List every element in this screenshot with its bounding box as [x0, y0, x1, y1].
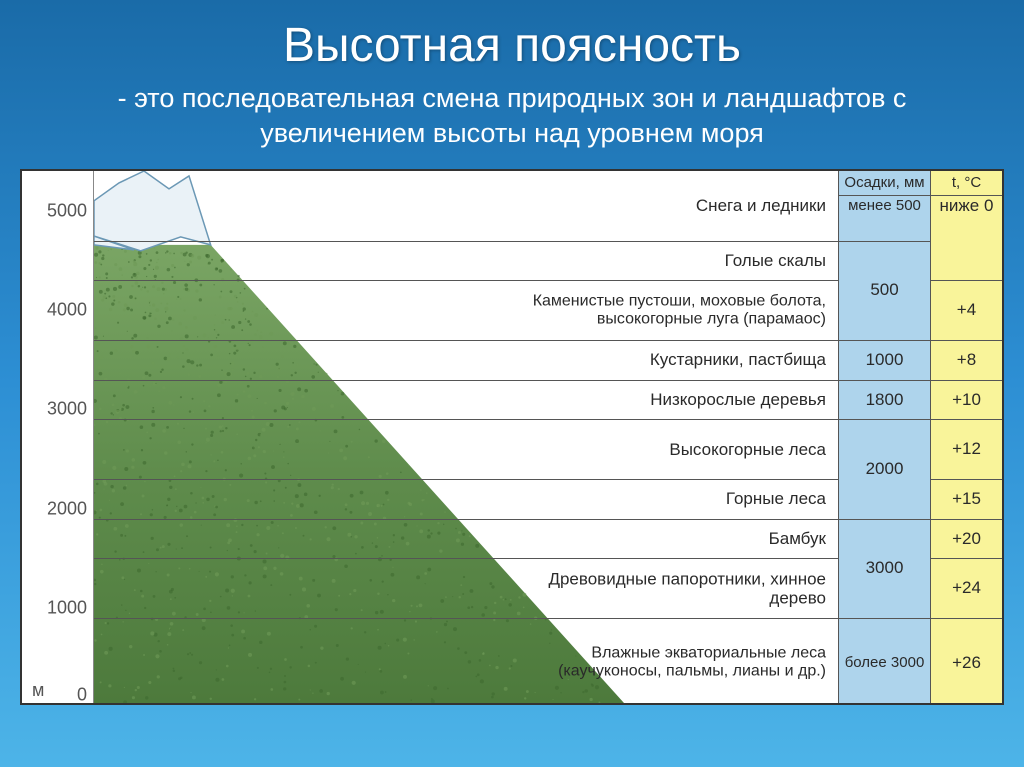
y-tick: 5000	[47, 200, 87, 221]
y-axis-unit: м	[32, 680, 44, 701]
data-cell: +4	[931, 280, 1002, 340]
data-cell: 3000	[839, 519, 930, 618]
data-cell: 500	[839, 241, 930, 340]
y-axis: м 0 1000 2000 3000 4000 5000	[22, 171, 94, 703]
page-subtitle: - это последовательная смена природных з…	[0, 81, 1024, 169]
data-cell: 1800	[839, 380, 930, 420]
y-tick: 4000	[47, 300, 87, 321]
y-tick: 0	[77, 685, 87, 706]
data-cell: +12	[931, 419, 1002, 479]
zone-label: Горные леса	[726, 489, 826, 509]
zone-row: Снега и ледники	[94, 171, 838, 240]
page-title: Высотная поясность	[0, 0, 1024, 81]
zonation-chart: м 010002000300040005000 Снега и ледникиГ…	[20, 169, 1004, 705]
data-cell: менее 500	[839, 171, 930, 240]
precip-cells: менее 5005001000180020003000более 3000	[839, 196, 930, 703]
data-cell: более 3000	[839, 618, 930, 707]
precipitation-column: Осадки, мм менее 5005001000180020003000б…	[838, 171, 930, 703]
zone-label: Влажные экваториальные леса (каучуконосы…	[496, 645, 826, 682]
zone-label: Снега и ледники	[696, 196, 826, 216]
zone-row: Влажные экваториальные леса (каучуконосы…	[94, 618, 838, 707]
zone-row: Каменистые пустоши, моховые болота, высо…	[94, 280, 838, 340]
y-tick: 2000	[47, 498, 87, 519]
zone-row: Горные леса	[94, 479, 838, 519]
temp-cells: ниже 0+4+8+10+12+15+20+24+26	[931, 196, 1002, 703]
y-tick: 1000	[47, 597, 87, 618]
temperature-column: t, °C ниже 0+4+8+10+12+15+20+24+26	[930, 171, 1002, 703]
data-cell: +26	[931, 618, 1002, 707]
data-cell: ниже 0	[931, 171, 1002, 240]
zone-label: Голые скалы	[725, 251, 826, 271]
zone-label: Кустарники, пастбища	[650, 350, 826, 370]
zone-row: Низкорослые деревья	[94, 380, 838, 420]
y-tick: 3000	[47, 399, 87, 420]
plot-area: Снега и ледники Голые скалы Каменистые пус…	[94, 171, 838, 703]
zone-label: Каменистые пустоши, моховые болота, высо…	[496, 292, 826, 329]
data-cell: 2000	[839, 419, 930, 518]
zone-label: Низкорослые деревья	[650, 390, 826, 410]
zone-rows: Снега и ледники Голые скалы Каменистые пус…	[94, 171, 838, 703]
zone-row: Кустарники, пастбища	[94, 340, 838, 380]
zone-row: Древовидные папоротники, хинное дерево	[94, 558, 838, 618]
data-cell: +8	[931, 340, 1002, 380]
zone-row: Голые скалы	[94, 241, 838, 281]
data-cell: +20	[931, 519, 1002, 559]
zone-label: Древовидные папоротники, хинное дерево	[496, 569, 826, 608]
data-cell: +15	[931, 479, 1002, 519]
data-cell: 1000	[839, 340, 930, 380]
data-cell: +10	[931, 380, 1002, 420]
zone-label: Бамбук	[769, 529, 826, 549]
data-cell: +24	[931, 558, 1002, 618]
zone-label: Высокогорные леса	[669, 440, 826, 460]
zone-row: Высокогорные леса	[94, 419, 838, 479]
zone-row: Бамбук	[94, 519, 838, 559]
